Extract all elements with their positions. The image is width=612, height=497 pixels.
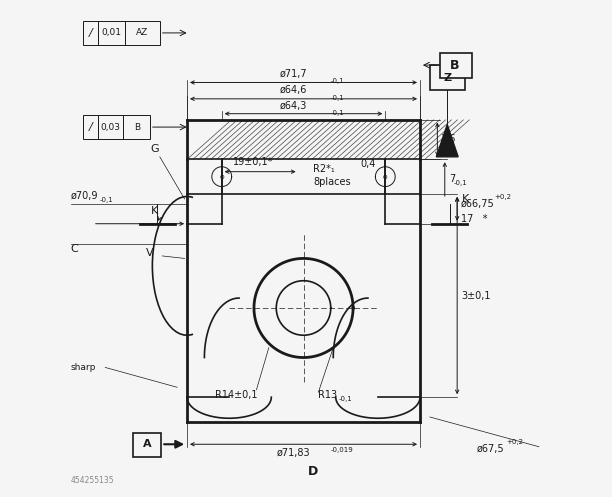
Text: ø71,7: ø71,7 bbox=[280, 69, 307, 79]
Text: -0,1: -0,1 bbox=[338, 396, 352, 402]
Bar bbox=[83, 115, 150, 140]
Text: ø66,75: ø66,75 bbox=[461, 199, 495, 209]
Text: V: V bbox=[146, 248, 154, 258]
Text: C: C bbox=[70, 244, 78, 253]
Text: /: / bbox=[89, 122, 92, 132]
Text: 0,01: 0,01 bbox=[101, 28, 121, 37]
Text: ø64,6: ø64,6 bbox=[280, 85, 307, 95]
Text: 0,4: 0,4 bbox=[360, 159, 375, 169]
Text: G: G bbox=[151, 144, 159, 155]
Text: +0,2: +0,2 bbox=[494, 194, 512, 200]
Text: 19±0,1*: 19±0,1* bbox=[233, 157, 273, 166]
Polygon shape bbox=[436, 125, 458, 157]
Text: AZ: AZ bbox=[136, 28, 149, 37]
Text: ø71,83: ø71,83 bbox=[277, 448, 310, 458]
Text: B: B bbox=[450, 59, 460, 72]
Text: sharp: sharp bbox=[70, 363, 96, 372]
Text: 7: 7 bbox=[449, 174, 455, 184]
Text: -0,1: -0,1 bbox=[330, 78, 345, 84]
Text: ϕ: ϕ bbox=[220, 173, 224, 179]
Text: B: B bbox=[135, 123, 141, 132]
Text: -0,1: -0,1 bbox=[330, 95, 345, 101]
Text: ø64,3: ø64,3 bbox=[280, 101, 307, 111]
Text: D: D bbox=[308, 465, 319, 478]
Text: K: K bbox=[462, 194, 469, 204]
Bar bbox=[133, 433, 162, 457]
Text: 454255135: 454255135 bbox=[70, 477, 114, 486]
Bar bbox=[83, 20, 160, 45]
Text: ø70,9: ø70,9 bbox=[70, 191, 98, 201]
Bar bbox=[440, 53, 472, 78]
Text: -0,1: -0,1 bbox=[453, 179, 468, 185]
Text: -0,1: -0,1 bbox=[99, 197, 113, 203]
Bar bbox=[430, 65, 465, 90]
Text: R2*₁: R2*₁ bbox=[313, 164, 335, 174]
Text: /: / bbox=[89, 28, 92, 38]
Text: A: A bbox=[143, 439, 152, 449]
Text: Z: Z bbox=[443, 73, 451, 83]
Text: 1,6: 1,6 bbox=[441, 135, 457, 145]
Text: 17   *: 17 * bbox=[461, 214, 488, 224]
Text: K: K bbox=[151, 206, 159, 216]
Text: R13: R13 bbox=[318, 390, 337, 400]
Text: +0,2: +0,2 bbox=[507, 439, 524, 445]
Text: ø67,5: ø67,5 bbox=[477, 444, 505, 454]
Text: -0,019: -0,019 bbox=[330, 447, 354, 453]
Text: 8places: 8places bbox=[313, 176, 351, 186]
Text: -0,1: -0,1 bbox=[330, 110, 345, 116]
Text: R14±0,1: R14±0,1 bbox=[215, 390, 258, 400]
Text: ϕ: ϕ bbox=[383, 173, 387, 179]
Text: 0,03: 0,03 bbox=[100, 123, 120, 132]
Text: 3±0,1: 3±0,1 bbox=[461, 291, 491, 301]
